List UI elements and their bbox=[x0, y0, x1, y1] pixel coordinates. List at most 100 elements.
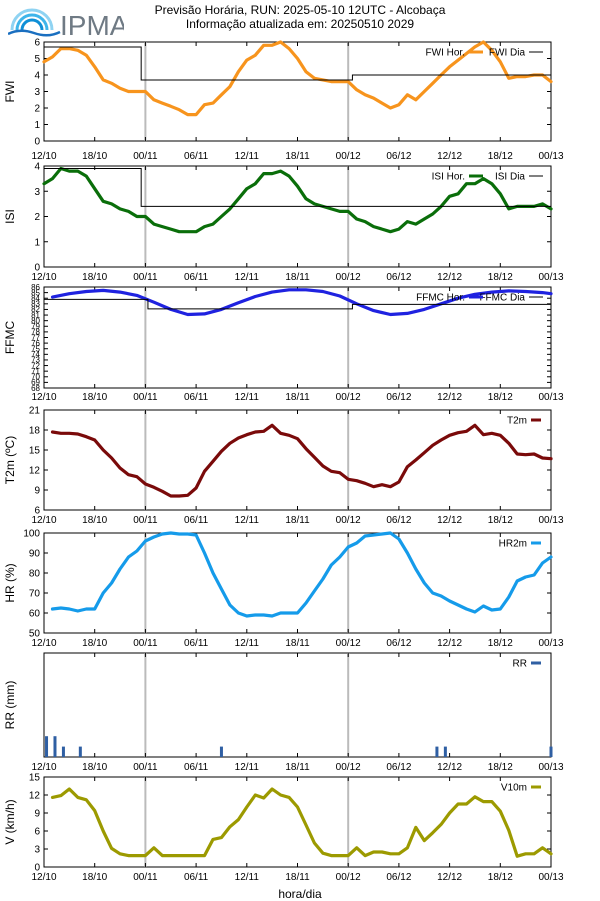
x-tick-label: 18/11 bbox=[285, 872, 310, 883]
x-tick-label: 00/12 bbox=[336, 392, 361, 403]
daily-series-line bbox=[44, 46, 551, 81]
x-tick-label: 00/13 bbox=[538, 762, 563, 773]
x-tick-label: 12/10 bbox=[31, 272, 56, 283]
legend-label: RR bbox=[513, 659, 527, 670]
series-line-fwi bbox=[42, 40, 553, 117]
x-tick-label: 00/12 bbox=[336, 872, 361, 883]
ipma-logo: IPMA bbox=[8, 8, 124, 41]
x-tick-label: 06/12 bbox=[386, 515, 411, 526]
y-tick-label: 9 bbox=[34, 486, 40, 497]
rain-bar bbox=[435, 746, 439, 757]
x-tick-label: 06/11 bbox=[184, 638, 209, 649]
x-tick-label: 12/12 bbox=[437, 515, 462, 526]
x-tick-label: 06/11 bbox=[184, 872, 209, 883]
plot-frame bbox=[43, 286, 552, 389]
y-axis-title: V (km/h) bbox=[3, 799, 17, 844]
x-tick-label: 18/11 bbox=[285, 762, 310, 773]
x-tick-label: 06/11 bbox=[184, 392, 209, 403]
y-tick-label: 3 bbox=[34, 87, 40, 98]
x-tick-label: 18/12 bbox=[488, 515, 513, 526]
x-tick-label: 12/10 bbox=[31, 392, 56, 403]
y-tick-label: 72 bbox=[31, 361, 40, 370]
y-tick-label: 70 bbox=[31, 373, 40, 382]
y-tick-label: 21 bbox=[29, 406, 41, 417]
x-tick-label: 00/11 bbox=[133, 638, 158, 649]
x-tick-label: 00/11 bbox=[133, 392, 158, 403]
y-axis-title: ISI bbox=[3, 209, 17, 224]
chart-panel-t2m: 6 9 12 15 18 21 12/10 18/10 00/11 06/11 12/11 18/11… bbox=[3, 406, 564, 527]
y-tick-label: 5 bbox=[34, 54, 40, 65]
x-tick-label: 00/11 bbox=[133, 762, 158, 773]
plot-frame bbox=[43, 165, 552, 268]
y-tick-label: 75 bbox=[31, 345, 40, 354]
x-tick-label: 18/10 bbox=[82, 872, 107, 883]
x-tick-label: 00/13 bbox=[538, 151, 563, 162]
rain-bar bbox=[53, 736, 57, 757]
y-tick-label: 6 bbox=[34, 827, 40, 838]
chart-panel-rr: 12/10 18/10 00/11 06/11 12/11 18/11 00/12 06/12… bbox=[3, 652, 564, 773]
legend-label: ISI Dia bbox=[495, 172, 525, 183]
x-tick-label: 12/10 bbox=[31, 515, 56, 526]
y-axis-title: FWI bbox=[3, 81, 17, 103]
legend-label: T2m bbox=[507, 416, 527, 427]
y-tick-label: 90 bbox=[29, 549, 41, 560]
y-axis-title: RR (mm) bbox=[3, 681, 17, 730]
x-tick-label: 00/13 bbox=[538, 392, 563, 403]
legend-label: FFMC Hor. bbox=[416, 293, 465, 304]
y-tick-label: 2 bbox=[34, 104, 40, 115]
legend-label: FWI Dia bbox=[489, 48, 526, 59]
x-axis-title: hora/dia bbox=[278, 887, 322, 901]
x-tick-label: 12/11 bbox=[235, 872, 260, 883]
x-tick-label: 18/11 bbox=[285, 392, 310, 403]
logo-text: IPMA bbox=[60, 10, 124, 41]
x-tick-label: 12/10 bbox=[31, 151, 56, 162]
y-tick-label: 80 bbox=[29, 569, 41, 580]
x-tick-label: 06/12 bbox=[386, 638, 411, 649]
rain-bar bbox=[61, 746, 65, 757]
y-tick-label: 81 bbox=[31, 311, 40, 320]
y-tick-label: 71 bbox=[31, 367, 40, 376]
y-tick-label: 69 bbox=[31, 378, 40, 387]
y-tick-label: 74 bbox=[31, 350, 40, 359]
y-tick-label: 3 bbox=[34, 845, 40, 856]
x-tick-label: 18/12 bbox=[488, 872, 513, 883]
y-tick-label: 4 bbox=[34, 162, 40, 173]
y-tick-label: 85 bbox=[31, 288, 40, 297]
x-tick-label: 12/11 bbox=[235, 392, 260, 403]
y-tick-label: 12 bbox=[29, 791, 41, 802]
y-tick-label: 60 bbox=[29, 609, 41, 620]
x-tick-label: 12/12 bbox=[437, 638, 462, 649]
chart-subtitle: Informação atualizada em: 20250510 2029 bbox=[185, 17, 415, 31]
x-tick-label: 18/10 bbox=[82, 392, 107, 403]
y-tick-label: 4 bbox=[34, 71, 40, 82]
legend-label: ISI Hor. bbox=[432, 172, 465, 183]
x-tick-label: 12/10 bbox=[31, 638, 56, 649]
x-tick-label: 12/11 bbox=[235, 151, 260, 162]
x-tick-label: 18/12 bbox=[488, 638, 513, 649]
chart-panel-hr: 50 60 70 80 90 100 12/10 18/10 00/11 06/11 12/11 18… bbox=[3, 529, 564, 650]
y-axis-title: HR (%) bbox=[3, 563, 17, 602]
y-tick-label: 9 bbox=[34, 809, 40, 820]
x-tick-label: 18/11 bbox=[285, 638, 310, 649]
y-tick-label: 0 bbox=[34, 863, 40, 874]
y-tick-label: 84 bbox=[31, 294, 40, 303]
x-tick-label: 18/12 bbox=[488, 762, 513, 773]
x-tick-label: 12/12 bbox=[437, 392, 462, 403]
legend-label: FFMC Dia bbox=[479, 293, 525, 304]
x-tick-label: 12/11 bbox=[235, 272, 260, 283]
x-tick-label: 18/11 bbox=[285, 151, 310, 162]
x-tick-label: 00/11 bbox=[133, 151, 158, 162]
x-tick-label: 18/10 bbox=[82, 515, 107, 526]
x-tick-label: 06/11 bbox=[184, 515, 209, 526]
x-tick-label: 12/11 bbox=[235, 762, 260, 773]
plot-frame bbox=[43, 652, 552, 758]
x-tick-label: 12/12 bbox=[437, 872, 462, 883]
x-tick-label: 00/12 bbox=[336, 638, 361, 649]
y-tick-label: 77 bbox=[31, 333, 40, 342]
series-line-v10m bbox=[50, 787, 553, 858]
x-tick-label: 00/11 bbox=[133, 515, 158, 526]
y-tick-label: 0 bbox=[34, 137, 40, 148]
y-tick-label: 2 bbox=[34, 212, 40, 223]
rain-bar bbox=[443, 746, 447, 757]
